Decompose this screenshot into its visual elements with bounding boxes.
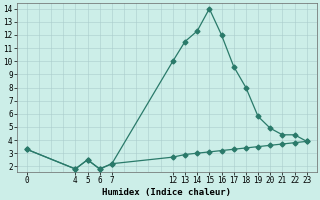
X-axis label: Humidex (Indice chaleur): Humidex (Indice chaleur) (102, 188, 231, 197)
